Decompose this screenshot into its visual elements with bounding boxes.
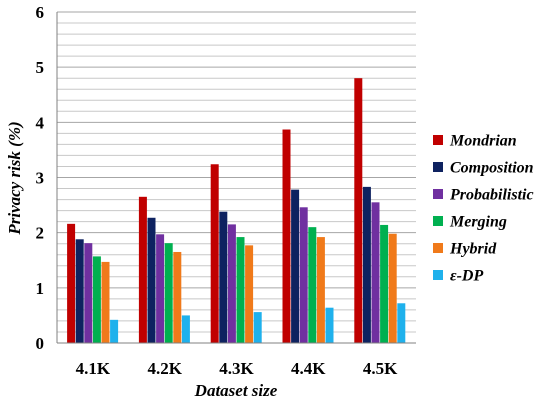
bar [325, 307, 334, 343]
legend-swatch [433, 162, 443, 172]
bar [92, 256, 101, 343]
x-tick-label: 4.5K [363, 359, 398, 378]
bar [219, 211, 228, 343]
bar [397, 303, 406, 343]
y-tick-label: 5 [36, 58, 45, 77]
axes [56, 12, 416, 344]
y-tick-label: 3 [36, 169, 45, 188]
bar [388, 233, 397, 343]
legend-swatch [433, 243, 443, 253]
bar [181, 315, 190, 343]
legend-label: ε-DP [450, 268, 483, 285]
legend-label: Hybrid [449, 241, 497, 258]
bar [282, 129, 291, 343]
bar [380, 224, 389, 343]
x-tick-label: 4.1K [76, 359, 111, 378]
bar [362, 186, 371, 343]
y-axis-title: Privacy risk (%) [5, 121, 24, 235]
bar [227, 224, 236, 343]
bar [371, 202, 380, 343]
legend-label: Probabilistic [449, 187, 534, 204]
legend-label: Mondrian [449, 133, 517, 150]
bar [291, 189, 300, 343]
bar [173, 251, 182, 343]
legend-swatch [433, 216, 443, 226]
legend-label: Composition [450, 160, 534, 177]
bar [84, 243, 93, 343]
y-tick-labels: 0 1 2 3 4 5 6 [36, 3, 45, 353]
y-tick-label: 2 [36, 224, 45, 243]
legend-swatch [433, 270, 443, 280]
y-tick-label: 6 [36, 3, 45, 22]
bar [210, 164, 219, 343]
bar [354, 78, 363, 343]
x-tick-label: 4.4K [291, 359, 326, 378]
x-tick-label: 4.2K [147, 359, 182, 378]
y-tick-label: 1 [36, 279, 45, 298]
bar [75, 239, 84, 343]
x-tick-label: 4.3K [219, 359, 254, 378]
y-tick-label: 0 [36, 334, 45, 353]
bar [147, 217, 156, 343]
bar [299, 207, 308, 343]
bar [138, 196, 147, 343]
bar [110, 319, 119, 343]
bar [67, 223, 76, 343]
legend-label: Merging [449, 214, 507, 231]
bar [101, 261, 110, 343]
bar [316, 237, 325, 343]
y-tick-label: 4 [36, 113, 45, 132]
bar [245, 245, 254, 343]
bar [156, 234, 165, 343]
bar [236, 237, 245, 343]
bar [308, 227, 317, 343]
bars [67, 78, 406, 343]
x-tick-labels: 4.1K 4.2K 4.3K 4.4K 4.5K [76, 359, 398, 378]
bar [253, 312, 262, 343]
bar [164, 243, 173, 343]
legend-swatch [433, 135, 443, 145]
x-axis-title: Dataset size [194, 381, 278, 400]
legend: Mondrian Composition Probabilistic Merging H… [433, 133, 534, 285]
legend-swatch [433, 189, 443, 199]
